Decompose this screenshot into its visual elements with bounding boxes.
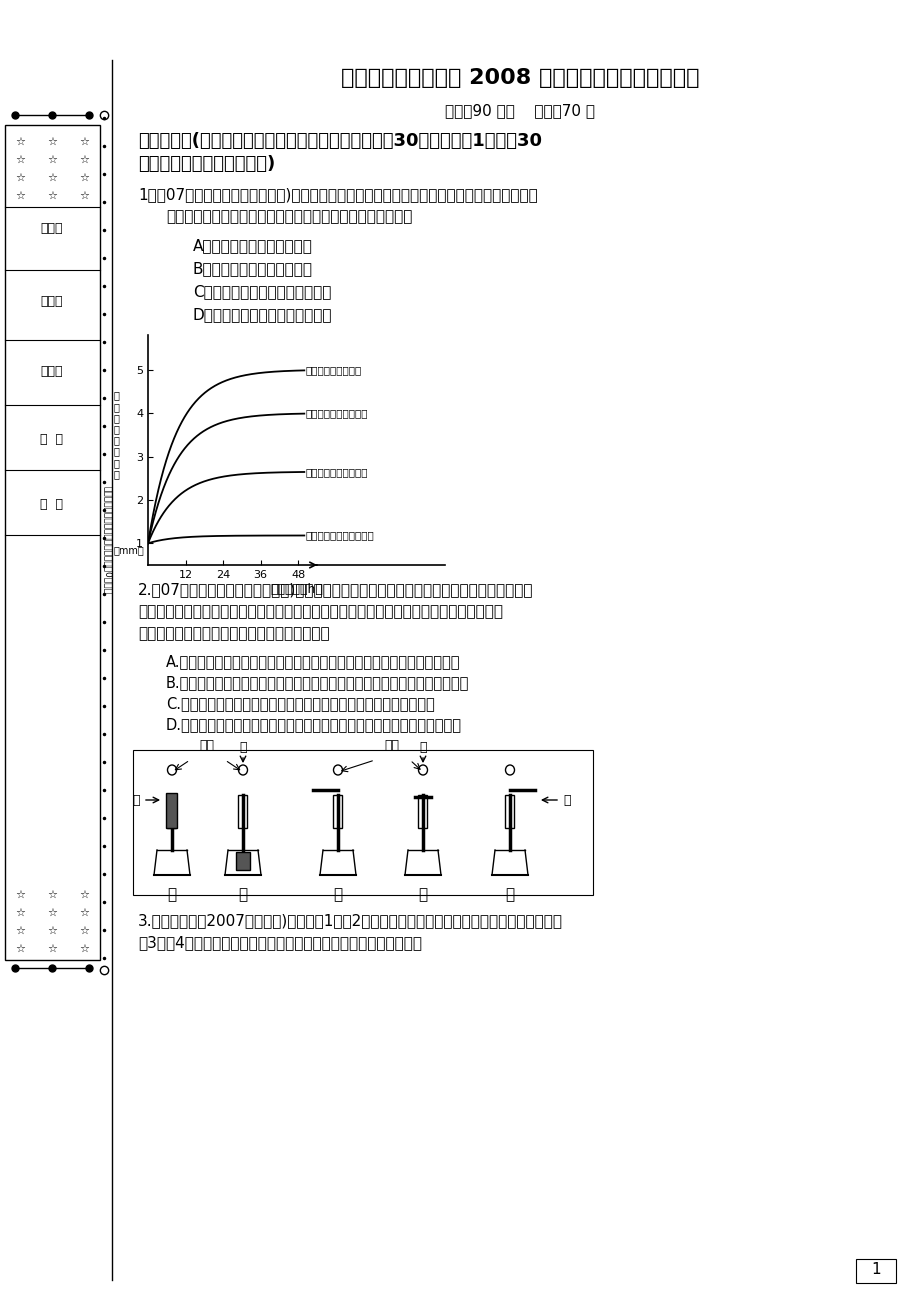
Text: ☆: ☆ (79, 891, 89, 900)
Text: 向照光，培养一段时间后，胚芽鞘的生长情况是: 向照光，培养一段时间后，胚芽鞘的生长情况是 (138, 626, 329, 641)
Text: ☆: ☆ (79, 155, 89, 165)
Text: ☆: ☆ (15, 137, 25, 147)
Text: 下图为幼茎切段的平均伸长量随时间的变化曲线。据图可说明: 下图为幼茎切段的平均伸长量随时间的变化曲线。据图可说明 (165, 210, 412, 224)
Text: 丁: 丁 (418, 887, 427, 902)
Text: 丙: 丙 (333, 887, 342, 902)
Text: ☆: ☆ (15, 155, 25, 165)
Text: A.甲不生长也不弯曲、乙直立生长、丙向左生长、丁直立生长、戊向右生长: A.甲不生长也不弯曲、乙直立生长、丙向左生长、丁直立生长、戊向右生长 (165, 654, 460, 669)
Text: ☆: ☆ (15, 907, 25, 918)
Text: B.甲直立生长、乙向右生长、丙向左生长、丁不生长，也不弯曲、戊向左生长: B.甲直立生长、乙向右生长、丙向左生长、丁不生长，也不弯曲、戊向左生长 (165, 674, 469, 690)
Text: ☆: ☆ (79, 137, 89, 147)
Text: 光: 光 (562, 793, 570, 806)
X-axis label: 保温时间（h）: 保温时间（h） (270, 582, 323, 595)
Text: 乙: 乙 (238, 887, 247, 902)
Bar (238, 796, 247, 828)
Text: ☆: ☆ (79, 907, 89, 918)
Text: 光: 光 (419, 741, 426, 754)
Ellipse shape (333, 766, 342, 775)
Text: 班  次: 班 次 (40, 434, 63, 447)
Text: ☆: ☆ (15, 926, 25, 936)
Text: 加生长素，不加赤霉素: 加生长素，不加赤霉素 (305, 409, 368, 419)
Text: ☆: ☆ (47, 926, 57, 936)
Ellipse shape (418, 766, 427, 775)
Text: ☆: ☆ (47, 173, 57, 184)
Text: ☆: ☆ (15, 191, 25, 201)
Bar (133, 750, 593, 894)
Text: 3.（高考试题：2007重庆理综)图中，图1、图2为不同材料叶绿体中色素的层析结果（示意图），: 3.（高考试题：2007重庆理综)图中，图1、图2为不同材料叶绿体中色素的层析结… (138, 913, 562, 928)
Text: 姓  名: 姓 名 (40, 497, 63, 510)
Bar (333, 796, 342, 828)
Bar (418, 796, 427, 828)
Text: 光: 光 (132, 793, 140, 806)
Text: ☆: ☆ (79, 191, 89, 201)
Text: 幼
茎
切
段
平
均
伸
长: 幼 茎 切 段 平 均 伸 长 (114, 391, 119, 479)
Text: 学籍号: 学籍号 (40, 223, 63, 234)
Bar (167, 796, 176, 828)
Text: 加生长素，加赤霉素: 加生长素，加赤霉素 (305, 366, 362, 375)
Text: 时量：90 分钟    满分：70 分: 时量：90 分钟 满分：70 分 (445, 103, 595, 118)
Text: （mm）: （mm） (114, 544, 144, 555)
Text: 1: 1 (870, 1263, 879, 1277)
Bar (236, 852, 250, 870)
Text: 不加生长素，不加赤霉素: 不加生长素，不加赤霉素 (305, 530, 374, 540)
Ellipse shape (238, 766, 247, 775)
Text: 1．（07模拟：江苏盐城三次调研)用适宜浓度的生长素和赤霉素的不同组合分别处理幼茎切段。: 1．（07模拟：江苏盐城三次调研)用适宜浓度的生长素和赤霉素的不同组合分别处理幼… (138, 187, 538, 202)
Text: D．植物激素间具有连锁调节作用: D．植物激素间具有连锁调节作用 (193, 307, 332, 322)
Bar (855, 1259, 895, 1282)
Text: 戊: 戊 (505, 887, 514, 902)
Text: 锡纸: 锡纸 (199, 740, 214, 753)
Text: 装订线外不要写姓名等，请将试卷作0分处理: 装订线外不要写姓名等，请将试卷作0分处理 (103, 486, 112, 594)
Text: 2.（07模拟：江苏连云港三次调研)如下图所示，甲、乙分别用不透光的锡箔纸套在燕麦胚芽鞘: 2.（07模拟：江苏连云港三次调研)如下图所示，甲、乙分别用不透光的锡箔纸套在燕… (138, 582, 533, 598)
Text: 甲: 甲 (167, 887, 176, 902)
Text: D.甲直立生长、乙向右生长、丙直立生长、丁不生长也不弯曲、戊向右生长: D.甲直立生长、乙向右生长、丙直立生长、丁不生长也不弯曲、戊向右生长 (165, 717, 461, 732)
Text: ☆: ☆ (79, 944, 89, 954)
Text: 云母: 云母 (384, 740, 399, 753)
Text: ☆: ☆ (79, 926, 89, 936)
Text: 分，请将答案填在答题卡内): 分，请将答案填在答题卡内) (138, 155, 275, 173)
Text: 一、单选题(每小题只有一个选项符合题意，本题包含30小题，每题1分，共30: 一、单选题(每小题只有一个选项符合题意，本题包含30小题，每题1分，共30 (138, 132, 541, 150)
Text: ☆: ☆ (15, 944, 25, 954)
Text: ☆: ☆ (47, 944, 57, 954)
Text: 长沙市第二十九中学 2008 届高三第四次月考生物试卷: 长沙市第二十九中学 2008 届高三第四次月考生物试卷 (340, 68, 698, 89)
Text: C.甲向左生长、乙向右生长、丙直立生长、丁向右生长、戊向左生长: C.甲向左生长、乙向右生长、丙直立生长、丁向右生长、戊向左生长 (165, 697, 435, 711)
Text: 座位号: 座位号 (40, 365, 63, 378)
Bar (166, 793, 177, 828)
Text: 光: 光 (239, 741, 246, 754)
Text: ☆: ☆ (47, 137, 57, 147)
Text: ☆: ☆ (47, 891, 57, 900)
Text: ☆: ☆ (47, 907, 57, 918)
Text: 不加生长素，加赤霉素: 不加生长素，加赤霉素 (305, 467, 368, 477)
Text: ☆: ☆ (15, 891, 25, 900)
Text: C．植物激素间具有反馈调节作用: C．植物激素间具有反馈调节作用 (193, 284, 331, 299)
Text: ☆: ☆ (79, 173, 89, 184)
Ellipse shape (167, 766, 176, 775)
Text: A．植物激素间具有协同作用: A．植物激素间具有协同作用 (193, 238, 312, 253)
Text: 图3、图4为不同条件下水稻光合作用强度的变化曲线，其中正确的是: 图3、图4为不同条件下水稻光合作用强度的变化曲线，其中正确的是 (138, 935, 422, 950)
Bar (505, 796, 514, 828)
Text: 的不同部位，丙、丁、戊、则分别用不透水的云母片插入燕麦胚芽鞘的不同部位，从不同方: 的不同部位，丙、丁、戊、则分别用不透水的云母片插入燕麦胚芽鞘的不同部位，从不同方 (138, 604, 503, 618)
Ellipse shape (505, 766, 514, 775)
Bar (5, 125, 100, 960)
Text: ☆: ☆ (15, 173, 25, 184)
Text: ☆: ☆ (47, 191, 57, 201)
Text: B．植物激素间具有拮抗作用: B．植物激素间具有拮抗作用 (193, 260, 312, 276)
Text: ☆: ☆ (47, 155, 57, 165)
Text: 考场号: 考场号 (40, 296, 63, 309)
